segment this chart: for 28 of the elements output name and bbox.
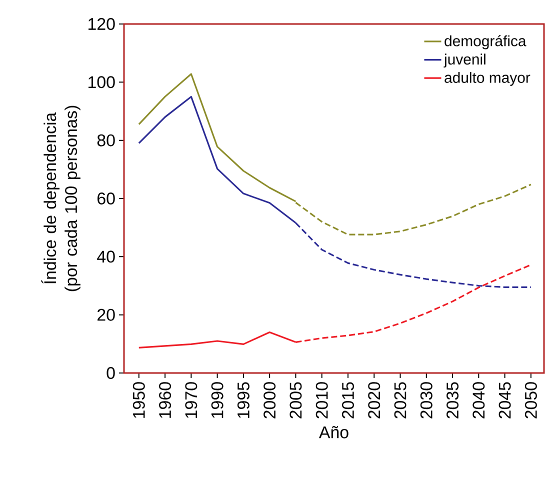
x-tick-label: 2005	[290, 382, 302, 418]
x-axis-title: Año	[318, 426, 348, 438]
x-tick-label: 2025	[394, 382, 406, 418]
y-tick-label: 20	[98, 308, 115, 321]
x-tick-label: 1960	[159, 382, 172, 418]
legend-label: demográfica	[444, 35, 526, 50]
x-tick-label: 1995	[237, 382, 250, 418]
legend-label: juvenil	[444, 54, 486, 68]
x-tick-label: 1990	[211, 382, 224, 418]
x-tick-label: 1950	[132, 382, 145, 418]
x-tick-label: 2010	[316, 382, 328, 418]
y-tick-label: 40	[97, 250, 115, 263]
x-tick-label: 1970	[185, 382, 198, 418]
x-tick-label: 2040	[472, 382, 485, 418]
y-tick-label: 0	[106, 367, 115, 379]
x-tick-label: 2000	[264, 382, 276, 418]
x-tick-label: 2045	[498, 382, 511, 418]
x-tick-label: 2020	[368, 382, 380, 418]
x-tick-label: 2015	[342, 382, 354, 418]
x-tick-label: 2035	[446, 382, 459, 418]
x-tick-label: 2030	[420, 382, 432, 418]
y-tick-label: 120	[88, 18, 115, 30]
legend-label: adulto mayor	[444, 72, 530, 86]
y-tick-label: 100	[88, 76, 115, 88]
y-tick-label: 60	[98, 192, 115, 204]
y-axis-title: Índice de dependencia (por cada 100 personas)	[41, 106, 80, 292]
x-tick-label: 2050	[524, 382, 537, 418]
y-tick-label: 80	[97, 134, 115, 146]
